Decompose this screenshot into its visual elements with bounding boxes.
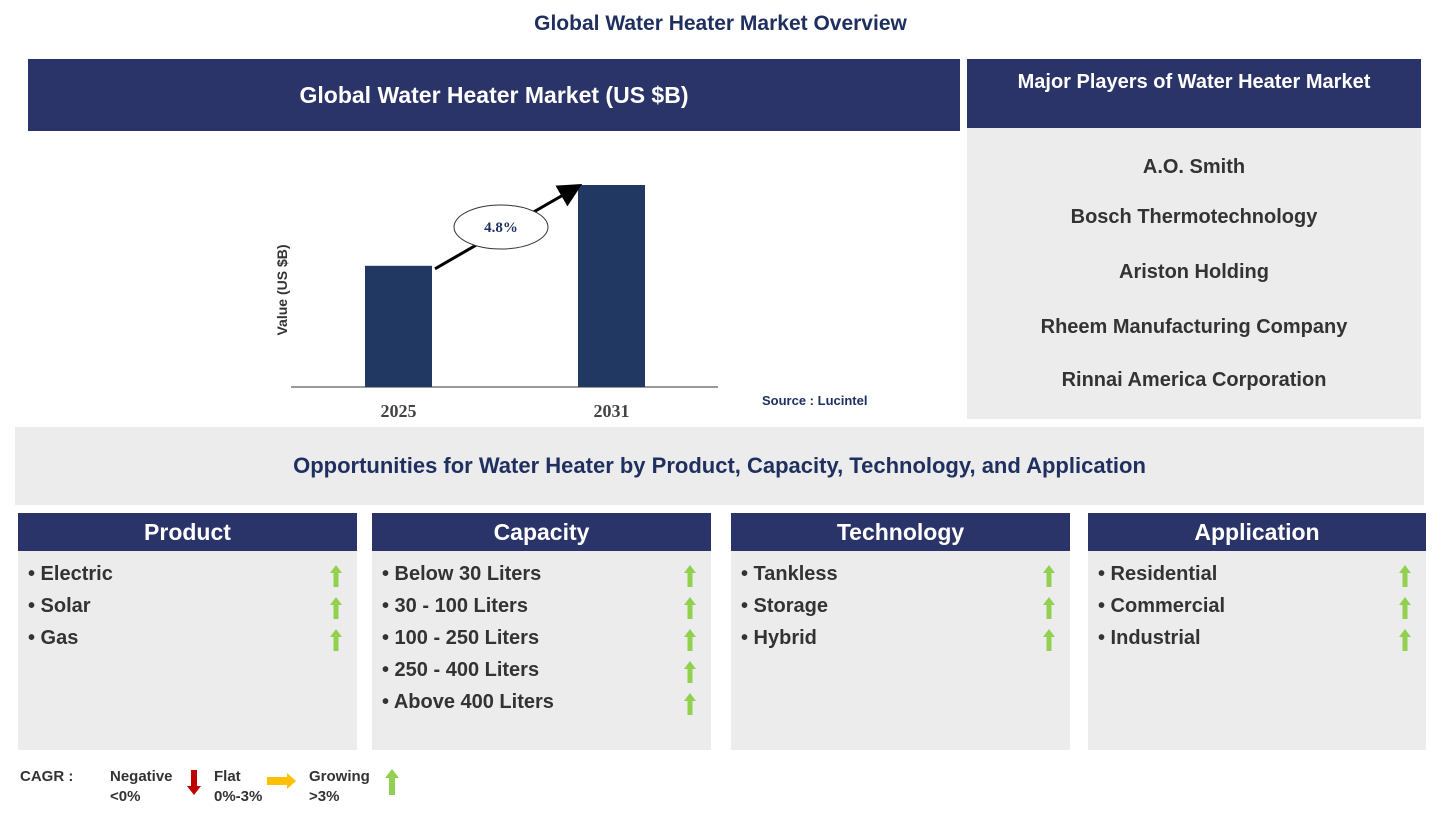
legend-flat: Flat 0%-3% — [214, 767, 262, 807]
segment-item: • Residential — [1098, 563, 1218, 585]
negative-range: <0% — [110, 788, 141, 805]
up-arrow-icon — [684, 693, 696, 715]
legend-negative: Negative <0% — [110, 767, 173, 807]
up-arrow-icon — [684, 661, 696, 683]
segment-capacity: Capacity • Below 30 Liters • 30 - 100 Lite… — [372, 513, 711, 750]
up-arrow-icon — [1043, 629, 1055, 651]
y-axis-label: Value (US $B) — [274, 244, 290, 335]
segment-title: Product — [18, 513, 357, 551]
segment-item: • 30 - 100 Liters — [382, 595, 528, 617]
segment-technology: Technology • Tankless • Storage • Hybrid — [731, 513, 1070, 750]
segment-item: • Hybrid — [741, 627, 817, 649]
up-arrow-icon — [330, 597, 342, 619]
segment-body: • Below 30 Liters • 30 - 100 Liters • 100 … — [372, 551, 711, 750]
up-arrow-icon — [684, 629, 696, 651]
player-item: Rinnai America Corporation — [1061, 369, 1327, 391]
segment-body: • Residential • Commercial • Industrial — [1088, 551, 1426, 750]
segment-body: • Tankless • Storage • Hybrid — [731, 551, 1070, 750]
up-arrow-icon — [1043, 565, 1055, 587]
opportunities-header: Opportunities for Water Heater by Produc… — [15, 427, 1424, 505]
flat-range: 0%-3% — [214, 788, 263, 805]
players-list: A.O. Smith Bosch Thermotechnology Ariston … — [967, 128, 1421, 419]
up-arrow-icon — [684, 565, 696, 587]
segment-title: Capacity — [372, 513, 711, 551]
growing-range: >3% — [309, 788, 340, 805]
negative-label: Negative — [110, 768, 173, 785]
segment-item: • Industrial — [1098, 627, 1201, 649]
segment-title: Application — [1088, 513, 1426, 551]
up-arrow-icon — [330, 629, 342, 651]
page-title: Global Water Heater Market Overview — [534, 12, 907, 35]
up-arrow-icon — [1399, 565, 1411, 587]
flat-label: Flat — [214, 768, 241, 785]
segment-item: • Below 30 Liters — [382, 563, 542, 585]
up-arrow-icon — [684, 597, 696, 619]
cagr-label: CAGR : — [20, 768, 74, 785]
up-arrow-icon — [1399, 629, 1411, 651]
chart-header: Global Water Heater Market (US $B) — [28, 59, 960, 131]
bar-2025 — [365, 265, 432, 387]
segment-item: • Solar — [28, 595, 91, 617]
bar-chart: 2025 2031 Value (US $B) 4.8% Source : Lucint… — [274, 184, 867, 421]
cagr-annotation: 4.8% — [484, 220, 518, 236]
segment-item: • Commercial — [1098, 595, 1226, 617]
player-item: Rheem Manufacturing Company — [1040, 316, 1348, 338]
segment-item: • Storage — [741, 595, 829, 617]
source-label: Source : Lucintel — [762, 393, 867, 408]
x-tick-label: 2025 — [381, 401, 417, 421]
legend-growing: Growing >3% — [309, 767, 370, 807]
x-tick-label: 2031 — [594, 401, 630, 421]
up-arrow-icon — [385, 769, 399, 795]
segment-item: • Above 400 Liters — [382, 691, 554, 713]
player-item: Ariston Holding — [1119, 261, 1269, 283]
segment-product: Product • Electric • Solar • Gas — [18, 513, 357, 750]
segment-item: • Gas — [28, 627, 79, 649]
right-arrow-icon — [267, 773, 296, 789]
players-header: Major Players of Water Heater Market — [967, 59, 1421, 128]
segment-title: Technology — [731, 513, 1070, 551]
bar-2031 — [578, 185, 645, 387]
segment-application: Application • Residential • Commercial • In… — [1088, 513, 1426, 750]
segment-item: • Electric — [28, 563, 113, 585]
segment-item: • Tankless — [741, 563, 838, 585]
player-item: A.O. Smith — [1142, 156, 1246, 178]
player-item: Bosch Thermotechnology — [1070, 206, 1318, 228]
growing-label: Growing — [309, 768, 370, 785]
up-arrow-icon — [1043, 597, 1055, 619]
up-arrow-icon — [1399, 597, 1411, 619]
up-arrow-icon — [330, 565, 342, 587]
cagr-ellipse — [453, 204, 549, 250]
segment-item: • 100 - 250 Liters — [382, 627, 540, 649]
down-arrow-icon — [187, 770, 201, 795]
segment-body: • Electric • Solar • Gas — [18, 551, 357, 750]
segment-item: • 250 - 400 Liters — [382, 659, 540, 681]
